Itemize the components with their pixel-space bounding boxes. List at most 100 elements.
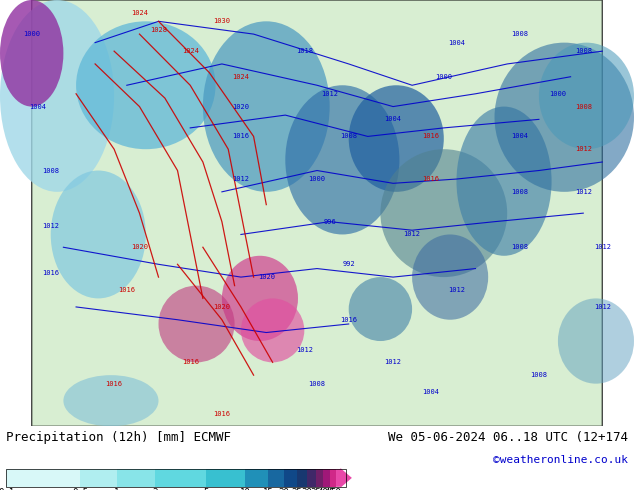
Ellipse shape — [285, 85, 399, 235]
Text: 1016: 1016 — [340, 317, 357, 323]
Text: 996: 996 — [323, 219, 336, 225]
Text: 1024: 1024 — [131, 10, 148, 16]
Text: 1012: 1012 — [594, 304, 611, 310]
Text: 1012: 1012 — [575, 146, 592, 152]
Text: 1000: 1000 — [23, 31, 40, 37]
Text: 1020: 1020 — [131, 244, 148, 250]
Ellipse shape — [203, 21, 330, 192]
Bar — [268, 469, 284, 487]
Bar — [155, 469, 206, 487]
Text: 2: 2 — [152, 488, 157, 490]
FancyBboxPatch shape — [32, 0, 602, 426]
Text: 992: 992 — [342, 261, 355, 268]
Text: 1016: 1016 — [423, 176, 439, 182]
Text: 1012: 1012 — [594, 244, 611, 250]
Bar — [6, 469, 346, 487]
Text: 1000: 1000 — [550, 91, 566, 97]
FancyArrow shape — [336, 468, 352, 488]
Text: 1004: 1004 — [385, 116, 401, 122]
Ellipse shape — [495, 43, 634, 192]
Ellipse shape — [63, 375, 158, 426]
Ellipse shape — [76, 21, 216, 149]
Text: 1012: 1012 — [296, 346, 313, 353]
Text: 1020: 1020 — [214, 304, 230, 310]
Ellipse shape — [51, 171, 146, 298]
Ellipse shape — [222, 256, 298, 341]
Text: 1016: 1016 — [42, 270, 59, 276]
Bar — [245, 469, 268, 487]
Text: 50: 50 — [331, 488, 341, 490]
Bar — [316, 469, 323, 487]
Text: 1: 1 — [114, 488, 119, 490]
Text: 1020: 1020 — [233, 103, 249, 110]
Text: 1016: 1016 — [423, 133, 439, 140]
Text: 1016: 1016 — [233, 133, 249, 140]
Text: We 05-06-2024 06..18 UTC (12+174: We 05-06-2024 06..18 UTC (12+174 — [387, 431, 628, 444]
Text: 20: 20 — [279, 488, 290, 490]
Text: 1008: 1008 — [531, 372, 547, 378]
Text: 1008: 1008 — [309, 381, 325, 387]
Text: 1008: 1008 — [512, 244, 528, 250]
Bar — [6, 469, 80, 487]
Text: 0.1: 0.1 — [0, 488, 15, 490]
Text: 45: 45 — [325, 488, 335, 490]
Text: 5: 5 — [203, 488, 209, 490]
Ellipse shape — [241, 298, 304, 363]
Ellipse shape — [0, 0, 63, 107]
Text: 15: 15 — [262, 488, 273, 490]
Text: Precipitation (12h) [mm] ECMWF: Precipitation (12h) [mm] ECMWF — [6, 431, 231, 444]
Text: 1016: 1016 — [182, 359, 198, 366]
Text: 1012: 1012 — [404, 231, 420, 238]
Text: 30: 30 — [302, 488, 313, 490]
Text: 1008: 1008 — [575, 103, 592, 110]
Text: 1008: 1008 — [340, 133, 357, 140]
Text: 1008: 1008 — [512, 189, 528, 195]
Text: 1012: 1012 — [385, 359, 401, 366]
Text: 1012: 1012 — [233, 176, 249, 182]
Bar — [206, 469, 245, 487]
Text: ©weatheronline.co.uk: ©weatheronline.co.uk — [493, 455, 628, 465]
Text: 40: 40 — [318, 488, 329, 490]
Text: 25: 25 — [292, 488, 302, 490]
Text: 1012: 1012 — [42, 223, 59, 229]
Bar — [117, 469, 155, 487]
Text: 1018: 1018 — [296, 48, 313, 54]
Text: 1004: 1004 — [30, 103, 46, 110]
Text: 1024: 1024 — [233, 74, 249, 80]
Text: 1008: 1008 — [42, 168, 59, 173]
Bar — [80, 469, 117, 487]
Ellipse shape — [349, 85, 444, 192]
Ellipse shape — [380, 149, 507, 277]
Text: 1008: 1008 — [575, 48, 592, 54]
Text: 1030: 1030 — [214, 18, 230, 24]
Bar — [307, 469, 316, 487]
Ellipse shape — [158, 286, 235, 363]
Text: 1016: 1016 — [106, 381, 122, 387]
Text: 1012: 1012 — [448, 287, 465, 293]
Text: 1016: 1016 — [214, 411, 230, 416]
Text: 1028: 1028 — [150, 27, 167, 33]
Ellipse shape — [539, 43, 634, 149]
Bar — [297, 469, 307, 487]
Text: 0.5: 0.5 — [72, 488, 88, 490]
Text: 1004: 1004 — [512, 133, 528, 140]
Text: 1008: 1008 — [512, 31, 528, 37]
Ellipse shape — [349, 277, 412, 341]
Text: 1004: 1004 — [423, 389, 439, 395]
Text: 10: 10 — [240, 488, 250, 490]
Text: 1024: 1024 — [182, 48, 198, 54]
Text: 1020: 1020 — [258, 274, 275, 280]
Text: 1012: 1012 — [321, 91, 338, 97]
Ellipse shape — [0, 0, 114, 192]
Text: 1012: 1012 — [575, 189, 592, 195]
Text: 1000: 1000 — [309, 176, 325, 182]
Ellipse shape — [412, 235, 488, 319]
Bar — [284, 469, 297, 487]
Text: 1000: 1000 — [436, 74, 452, 80]
Text: 1004: 1004 — [448, 40, 465, 46]
Ellipse shape — [558, 298, 634, 384]
Bar — [330, 469, 336, 487]
Text: 1016: 1016 — [119, 287, 135, 293]
Text: 35: 35 — [311, 488, 321, 490]
Ellipse shape — [456, 106, 552, 256]
